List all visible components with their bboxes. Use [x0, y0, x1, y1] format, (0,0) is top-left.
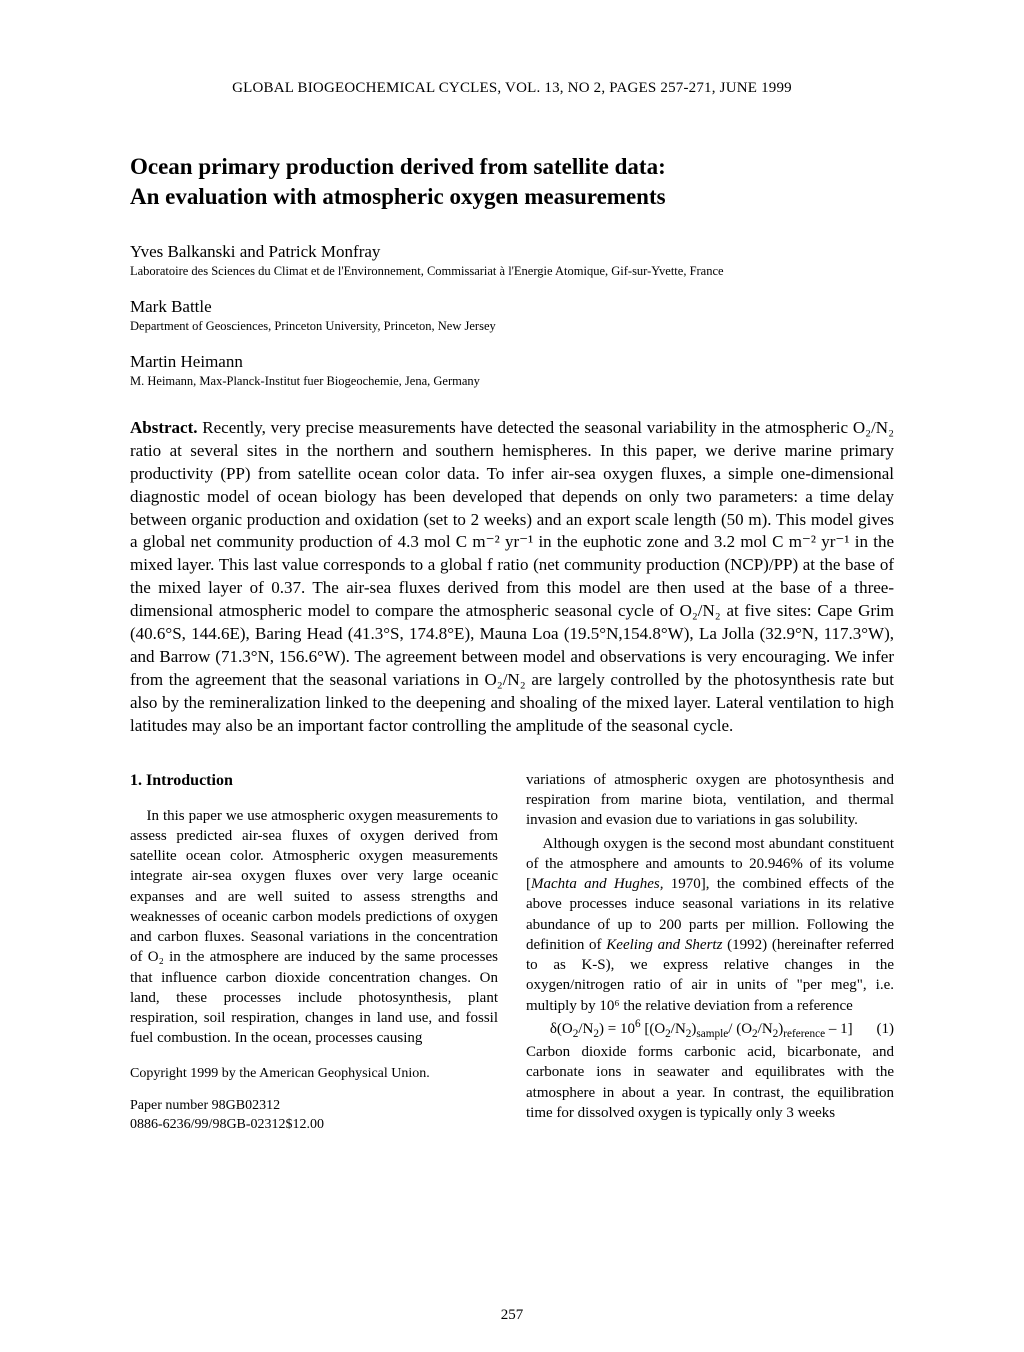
page-container: GLOBAL BIOGEOCHEMICAL CYCLES, VOL. 13, N…	[0, 0, 1024, 1352]
body-paragraph: In this paper we use atmospheric oxygen …	[130, 806, 498, 1049]
author-affiliation: Department of Geosciences, Princeton Uni…	[130, 319, 894, 334]
abstract-label: Abstract.	[130, 418, 198, 437]
paper-number-line: 0886-6236/99/98GB-02312$12.00	[130, 1117, 324, 1132]
author-affiliation: Laboratoire des Sciences du Climat et de…	[130, 264, 894, 279]
citation: Keeling and Shertz	[606, 937, 722, 953]
citation: Machta and Hughes,	[531, 876, 663, 892]
copyright-notice: Copyright 1999 by the American Geophysic…	[130, 1065, 498, 1084]
journal-header: GLOBAL BIOGEOCHEMICAL CYCLES, VOL. 13, N…	[130, 80, 894, 97]
paper-number: Paper number 98GB02312 0886-6236/99/98GB…	[130, 1097, 498, 1135]
author-block: Mark Battle Department of Geosciences, P…	[130, 297, 894, 334]
body-columns: 1. Introduction In this paper we use atm…	[130, 770, 894, 1135]
body-paragraph: Although oxygen is the second most abund…	[526, 834, 894, 1016]
author-name: Yves Balkanski and Patrick Monfray	[130, 242, 894, 262]
author-affiliation: M. Heimann, Max-Planck-Institut fuer Bio…	[130, 374, 894, 389]
author-block: Martin Heimann M. Heimann, Max-Planck-In…	[130, 352, 894, 389]
page-number: 257	[0, 1307, 1024, 1324]
paper-number-line: Paper number 98GB02312	[130, 1098, 280, 1113]
equation-number: (1)	[877, 1019, 895, 1039]
article-title: Ocean primary production derived from sa…	[130, 152, 894, 212]
abstract: Abstract. Recently, very precise measure…	[130, 417, 894, 738]
right-column: variations of atmospheric oxygen are pho…	[526, 770, 894, 1135]
abstract-text: Recently, very precise measurements have…	[130, 418, 894, 735]
left-column: 1. Introduction In this paper we use atm…	[130, 770, 498, 1135]
title-line-2: An evaluation with atmospheric oxygen me…	[130, 184, 666, 209]
section-heading: 1. Introduction	[130, 770, 498, 792]
author-name: Martin Heimann	[130, 352, 894, 372]
author-name: Mark Battle	[130, 297, 894, 317]
author-block: Yves Balkanski and Patrick Monfray Labor…	[130, 242, 894, 279]
equation: δ(O2/N2) = 106 [(O2/N2)sample/ (O2/N2)re…	[526, 1019, 894, 1039]
body-paragraph: Carbon dioxide forms carbonic acid, bica…	[526, 1042, 894, 1123]
body-paragraph: variations of atmospheric oxygen are pho…	[526, 770, 894, 831]
title-line-1: Ocean primary production derived from sa…	[130, 154, 666, 179]
equation-body: δ(O2/N2) = 106 [(O2/N2)sample/ (O2/N2)re…	[550, 1021, 853, 1037]
